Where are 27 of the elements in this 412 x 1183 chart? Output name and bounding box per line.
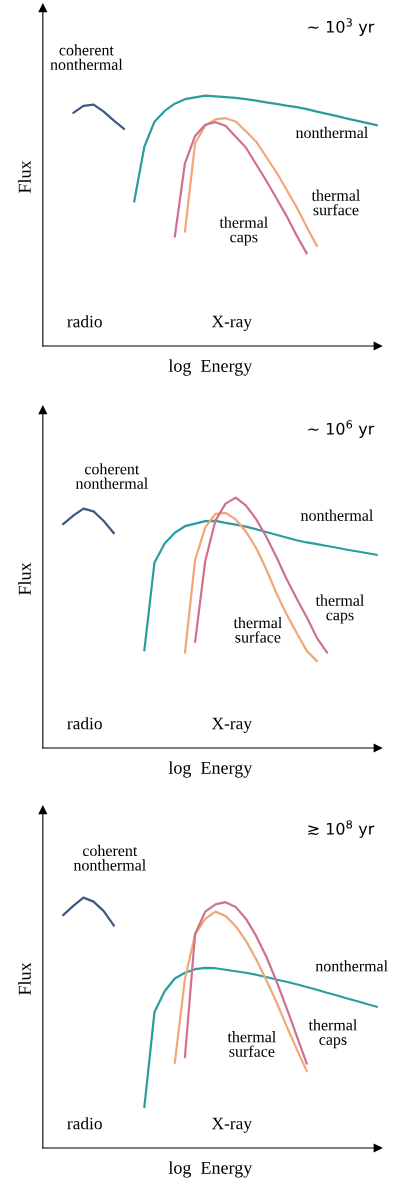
- annotation: X-ray: [211, 315, 252, 331]
- x-axis-title: log Energy: [168, 359, 253, 376]
- series-label: thermal caps: [219, 216, 268, 246]
- series-label: thermal caps: [308, 1019, 357, 1049]
- chart-title: ∼ 10$^{6}$ yr: [308, 420, 375, 438]
- annotation: radio: [67, 717, 102, 730]
- annotation: X-ray: [211, 717, 252, 733]
- annotation: radio: [67, 1117, 102, 1130]
- chart-title: ∼ 10$^{3}$ yr: [308, 18, 375, 36]
- series-label: thermal caps: [315, 594, 365, 624]
- series-label: coherent nonthermal: [75, 463, 148, 489]
- annotation: radio: [67, 315, 102, 328]
- x-axis-title: log Energy: [168, 761, 253, 778]
- chart-title: ≳ 10$^{8}$ yr: [308, 820, 375, 838]
- y-axis-title: Flux: [18, 962, 31, 996]
- series-label: thermal surface: [227, 1031, 276, 1057]
- series-label: thermal surface: [233, 616, 282, 643]
- annotation: X-ray: [211, 1117, 252, 1133]
- series-label: nonthermal: [300, 509, 373, 521]
- series-label: nonthermal: [315, 960, 388, 972]
- y-axis-title: Flux: [18, 562, 31, 596]
- text: coherent nonthermal: [50, 44, 123, 70]
- series-label: nonthermal: [295, 126, 368, 139]
- series-label: thermal surface: [311, 189, 361, 216]
- x-axis-title: log Energy: [168, 1161, 253, 1178]
- series-label: coherent nonthermal: [73, 844, 146, 871]
- y-axis-title: Flux: [18, 160, 31, 194]
